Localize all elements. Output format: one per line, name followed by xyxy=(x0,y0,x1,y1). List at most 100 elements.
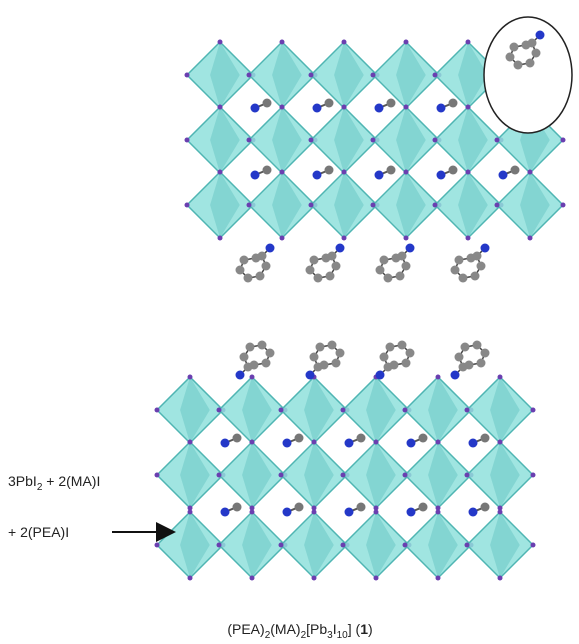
carbon-atom xyxy=(233,503,242,512)
iodine-atom xyxy=(436,510,441,515)
iodine-atom xyxy=(371,138,376,143)
carbon-atom xyxy=(459,274,468,283)
carbon-atom xyxy=(467,254,476,263)
iodine-atom xyxy=(498,440,503,445)
iodine-atom xyxy=(218,105,223,110)
carbon-atom xyxy=(325,166,334,175)
iodine-atom xyxy=(155,473,160,478)
iodine-atom xyxy=(250,510,255,515)
iodine-atom xyxy=(341,473,346,478)
carbon-atom xyxy=(357,503,366,512)
carbon-atom xyxy=(295,434,304,443)
nitrogen-atom xyxy=(251,171,260,180)
iodine-atom xyxy=(185,138,190,143)
iodine-atom xyxy=(495,138,500,143)
carbon-atom xyxy=(455,256,464,265)
carbon-atom xyxy=(240,353,249,362)
iodine-atom xyxy=(371,203,376,208)
carbon-atom xyxy=(266,349,275,358)
carbon-atom xyxy=(332,359,341,368)
iodine-atom xyxy=(495,203,500,208)
carbon-atom xyxy=(328,341,337,350)
carbon-atom xyxy=(252,254,261,263)
iodine-atom xyxy=(465,473,470,478)
carbon-atom xyxy=(380,353,389,362)
iodine-atom xyxy=(155,543,160,548)
carbon-atom xyxy=(522,41,531,50)
carbon-atom xyxy=(332,262,341,271)
iodine-atom xyxy=(342,170,347,175)
nitrogen-atom xyxy=(469,439,478,448)
iodine-atom xyxy=(342,40,347,45)
nitrogen-atom xyxy=(306,371,315,380)
iodine-atom xyxy=(465,408,470,413)
nitrogen-atom xyxy=(469,508,478,517)
carbon-atom xyxy=(455,353,464,362)
carbon-atom xyxy=(320,361,329,370)
iodine-atom xyxy=(433,73,438,78)
carbon-atom xyxy=(262,359,271,368)
carbon-atom xyxy=(461,343,470,352)
carbon-atom xyxy=(396,272,405,281)
carbon-atom xyxy=(316,343,325,352)
iodine-atom xyxy=(312,510,317,515)
carbon-atom xyxy=(419,434,428,443)
carbon-atom xyxy=(250,361,259,370)
iodine-atom xyxy=(374,440,379,445)
iodine-atom xyxy=(498,375,503,380)
nitrogen-atom xyxy=(407,439,416,448)
carbon-atom xyxy=(306,266,315,275)
carbon-atom xyxy=(376,266,385,275)
iodine-atom xyxy=(531,408,536,413)
iodine-atom xyxy=(279,543,284,548)
iodine-atom xyxy=(247,73,252,78)
carbon-atom xyxy=(473,341,482,350)
nitrogen-atom xyxy=(345,439,354,448)
nitrogen-atom xyxy=(283,439,292,448)
nitrogen-atom xyxy=(407,508,416,517)
carbon-atom xyxy=(532,49,541,58)
text-segment: ) xyxy=(368,621,373,637)
nitrogen-atom xyxy=(313,171,322,180)
carbon-atom xyxy=(477,262,486,271)
carbon-atom xyxy=(384,274,393,283)
carbon-atom xyxy=(246,343,255,352)
carbon-atom xyxy=(481,434,490,443)
carbon-atom xyxy=(471,272,480,281)
iodine-atom xyxy=(403,543,408,548)
iodine-atom xyxy=(466,236,471,241)
text-segment: 1 xyxy=(360,621,368,637)
carbon-atom xyxy=(392,254,401,263)
nitrogen-atom xyxy=(345,508,354,517)
carbon-atom xyxy=(322,254,331,263)
carbon-atom xyxy=(295,503,304,512)
carbon-atom xyxy=(398,341,407,350)
iodine-atom xyxy=(250,576,255,581)
carbon-atom xyxy=(357,434,366,443)
carbon-atom xyxy=(451,266,460,275)
carbon-atom xyxy=(314,274,323,283)
carbon-atom xyxy=(506,53,515,62)
carbon-atom xyxy=(240,256,249,265)
carbon-atom xyxy=(419,503,428,512)
iodine-atom xyxy=(155,408,160,413)
carbon-atom xyxy=(310,353,319,362)
iodine-atom xyxy=(498,510,503,515)
iodine-atom xyxy=(280,170,285,175)
iodine-atom xyxy=(436,440,441,445)
iodine-atom xyxy=(312,576,317,581)
carbon-atom xyxy=(310,256,319,265)
nitrogen-atom xyxy=(451,371,460,380)
iodine-atom xyxy=(218,40,223,45)
figure: 3PbI2​ + 2(MA)I + 2(PEA)I (PEA)2​(MA)2​[… xyxy=(0,0,579,644)
iodine-atom xyxy=(279,473,284,478)
text-segment: + 2(MA)I xyxy=(42,473,100,489)
text-segment: [Pb xyxy=(306,621,327,637)
nitrogen-atom xyxy=(406,244,415,253)
iodine-atom xyxy=(312,440,317,445)
iodine-atom xyxy=(403,408,408,413)
text-segment: (PEA) xyxy=(227,621,264,637)
iodine-atom xyxy=(342,105,347,110)
iodine-atom xyxy=(280,105,285,110)
carbon-atom xyxy=(402,359,411,368)
